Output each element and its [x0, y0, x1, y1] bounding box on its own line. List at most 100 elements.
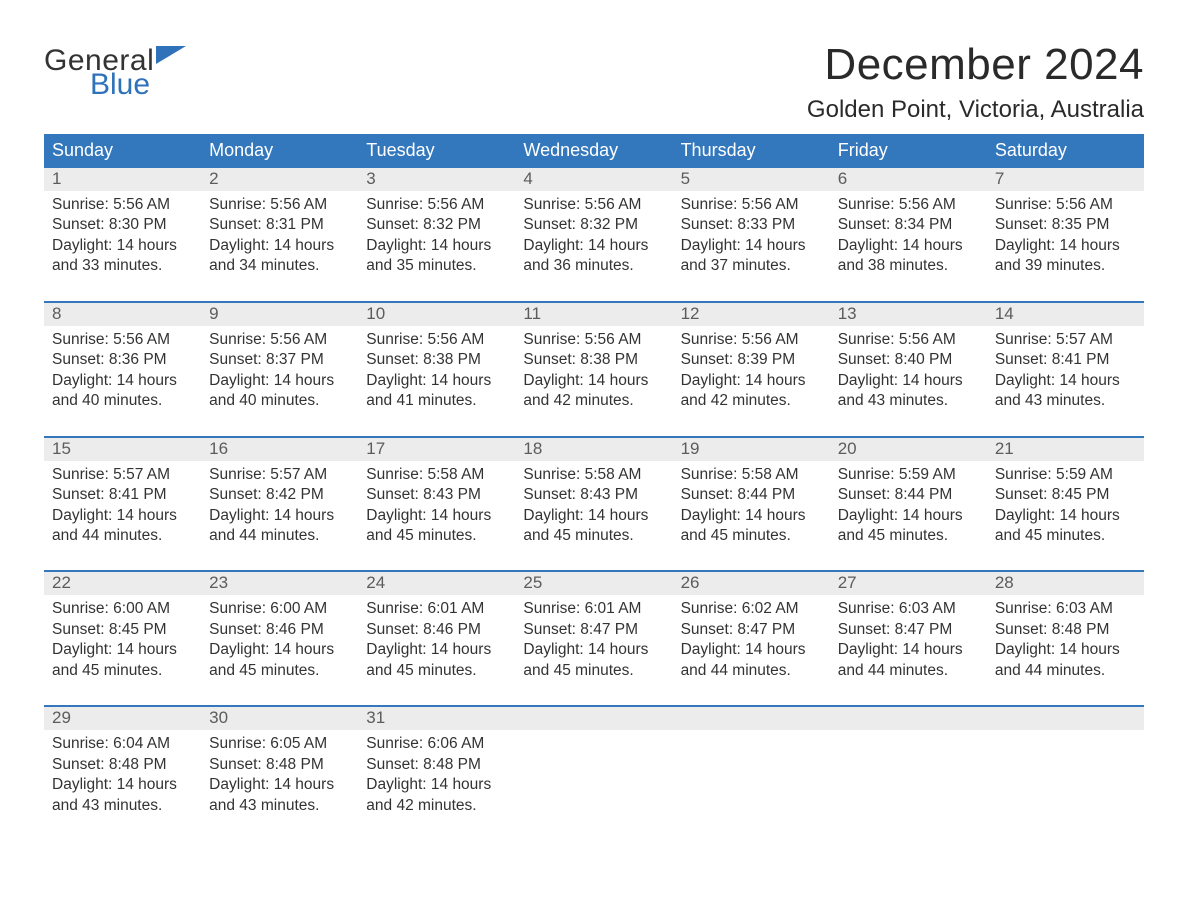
day-details: Sunrise: 5:57 AMSunset: 8:41 PMDaylight:…: [52, 461, 193, 553]
day-number: 4: [523, 169, 532, 188]
day-details: Sunrise: 5:56 AMSunset: 8:35 PMDaylight:…: [995, 191, 1136, 283]
sunset-line: Sunset: 8:42 PM: [209, 485, 350, 505]
day-number-row: 21: [987, 438, 1144, 461]
day-number: 7: [995, 169, 1004, 188]
day-details: Sunrise: 5:56 AMSunset: 8:37 PMDaylight:…: [209, 326, 350, 418]
calendar-day: 16 Sunrise: 5:57 AMSunset: 8:42 PMDayligh…: [201, 438, 358, 553]
day-number: 28: [995, 573, 1014, 592]
sunset-line: Sunset: 8:39 PM: [681, 350, 822, 370]
calendar-day: 11Sunrise: 5:56 AMSunset: 8:38 PMDayligh…: [515, 303, 672, 418]
day-number: 30: [209, 708, 228, 727]
day-number: 19: [681, 439, 700, 458]
sunrise-line: Sunrise: 5:56 AM: [523, 195, 664, 215]
calendar-page: General Blue December 2024 Golden Point,…: [0, 0, 1188, 862]
calendar-day: 30Sunrise: 6:05 AMSunset: 8:48 PMDayligh…: [201, 707, 358, 822]
calendar-day: 2Sunrise: 5:56 AMSunset: 8:31 PMDaylight…: [201, 168, 358, 283]
day-details: Sunrise: 6:00 AMSunset: 8:46 PMDaylight:…: [209, 595, 350, 687]
sunrise-line: Sunrise: 5:56 AM: [366, 330, 507, 350]
weekday-header-row: SundayMondayTuesdayWednesdayThursdayFrid…: [44, 134, 1144, 168]
day-number: 24: [366, 573, 385, 592]
sunset-line: Sunset: 8:37 PM: [209, 350, 350, 370]
calendar-day: 31 Sunrise: 6:06 AMSunset: 8:48 PMDayligh…: [358, 707, 515, 822]
daylight-line: Daylight: 14 hours and 42 minutes.: [366, 775, 507, 816]
day-details: Sunrise: 5:56 AMSunset: 8:30 PMDaylight:…: [52, 191, 193, 283]
day-number-row: 11: [515, 303, 672, 326]
day-number: 25: [523, 573, 542, 592]
daylight-line: Daylight: 14 hours and 45 minutes.: [366, 506, 507, 547]
sunset-line: Sunset: 8:41 PM: [52, 485, 193, 505]
sunset-line: Sunset: 8:47 PM: [838, 620, 979, 640]
day-details: Sunrise: 5:57 AMSunset: 8:42 PMDaylight:…: [209, 461, 350, 553]
sunrise-line: Sunrise: 5:56 AM: [52, 195, 193, 215]
calendar-day: 21Sunrise: 5:59 AMSunset: 8:45 PMDayligh…: [987, 438, 1144, 553]
day-number-row: 1: [44, 168, 201, 191]
calendar-day: 8Sunrise: 5:56 AMSunset: 8:36 PMDaylight…: [44, 303, 201, 418]
calendar-day: 1Sunrise: 5:56 AMSunset: 8:30 PMDaylight…: [44, 168, 201, 283]
sunset-line: Sunset: 8:46 PM: [209, 620, 350, 640]
sunset-line: Sunset: 8:38 PM: [366, 350, 507, 370]
day-number-row: 13: [830, 303, 987, 326]
sunrise-line: Sunrise: 5:56 AM: [523, 330, 664, 350]
sunset-line: Sunset: 8:36 PM: [52, 350, 193, 370]
daylight-line: Daylight: 14 hours and 45 minutes.: [523, 640, 664, 681]
calendar-day: 10 Sunrise: 5:56 AMSunset: 8:38 PMDayligh…: [358, 303, 515, 418]
calendar-day-empty: [515, 707, 672, 822]
sunrise-line: Sunrise: 5:56 AM: [209, 330, 350, 350]
calendar-day: 5Sunrise: 5:56 AMSunset: 8:33 PMDaylight…: [673, 168, 830, 283]
day-number-row: 29: [44, 707, 201, 730]
day-details: Sunrise: 6:06 AMSunset: 8:48 PMDaylight:…: [366, 730, 507, 822]
day-number-row: 3: [358, 168, 515, 191]
day-number: 13: [838, 304, 857, 323]
header-row: General Blue December 2024 Golden Point,…: [44, 40, 1144, 124]
day-number: 16: [209, 439, 228, 458]
day-number-row: [987, 707, 1144, 730]
day-number-row: [673, 707, 830, 730]
sunset-line: Sunset: 8:32 PM: [366, 215, 507, 235]
daylight-line: Daylight: 14 hours and 45 minutes.: [366, 640, 507, 681]
sunrise-line: Sunrise: 6:05 AM: [209, 734, 350, 754]
day-number: 10: [366, 304, 385, 323]
day-number-row: 10: [358, 303, 515, 326]
day-number: 31: [366, 708, 385, 727]
day-number: 9: [209, 304, 218, 323]
flag-icon: [156, 40, 186, 70]
daylight-line: Daylight: 14 hours and 43 minutes.: [995, 371, 1136, 412]
day-details: Sunrise: 5:56 AMSunset: 8:38 PMDaylight:…: [366, 326, 507, 418]
calendar-week: 8 Sunrise: 5:56 AM Sunset: 8:36 PM Daylight…: [44, 301, 1144, 418]
sunrise-line: Sunrise: 6:04 AM: [52, 734, 193, 754]
daylight-line: Daylight: 14 hours and 44 minutes.: [209, 506, 350, 547]
sunrise-line: Sunrise: 5:59 AM: [995, 465, 1136, 485]
sunset-line: Sunset: 8:46 PM: [366, 620, 507, 640]
daylight-line: Daylight: 14 hours and 41 minutes.: [366, 371, 507, 412]
day-number-row: 28: [987, 572, 1144, 595]
sunrise-line: Sunrise: 5:57 AM: [995, 330, 1136, 350]
sunset-line: Sunset: 8:48 PM: [995, 620, 1136, 640]
calendar-day: 23Sunrise: 6:00 AMSunset: 8:46 PMDayligh…: [201, 572, 358, 687]
day-details: Sunrise: 5:56 AMSunset: 8:34 PMDaylight:…: [838, 191, 979, 283]
calendar-day: 18Sunrise: 5:58 AMSunset: 8:43 PMDayligh…: [515, 438, 672, 553]
daylight-line: Daylight: 14 hours and 44 minutes.: [838, 640, 979, 681]
daylight-line: Daylight: 14 hours and 35 minutes.: [366, 236, 507, 277]
sunrise-line: Sunrise: 6:00 AM: [52, 599, 193, 619]
daylight-line: Daylight: 14 hours and 43 minutes.: [209, 775, 350, 816]
calendar-day: 17Sunrise: 5:58 AMSunset: 8:43 PMDayligh…: [358, 438, 515, 553]
day-details: Sunrise: 5:56 AMSunset: 8:39 PMDaylight:…: [681, 326, 822, 418]
sunset-line: Sunset: 8:40 PM: [838, 350, 979, 370]
calendar-day: 28Sunrise: 6:03 AMSunset: 8:48 PMDayligh…: [987, 572, 1144, 687]
day-number-row: 20: [830, 438, 987, 461]
calendar-day-empty: [987, 707, 1144, 822]
day-number-row: 12: [673, 303, 830, 326]
day-number: 11: [523, 304, 541, 323]
calendar-day: 29Sunrise: 6:04 AMSunset: 8:48 PMDayligh…: [44, 707, 201, 822]
brand-logo: General Blue: [44, 40, 186, 100]
calendar-day: 25Sunrise: 6:01 AMSunset: 8:47 PMDayligh…: [515, 572, 672, 687]
day-number-row: 4: [515, 168, 672, 191]
day-number-row: 5: [673, 168, 830, 191]
day-number-row: 22: [44, 572, 201, 595]
day-number-row: 19: [673, 438, 830, 461]
sunset-line: Sunset: 8:47 PM: [681, 620, 822, 640]
daylight-line: Daylight: 14 hours and 42 minutes.: [681, 371, 822, 412]
calendar-day: 27Sunrise: 6:03 AMSunset: 8:47 PMDayligh…: [830, 572, 987, 687]
sunrise-line: Sunrise: 5:56 AM: [209, 195, 350, 215]
day-number: 8: [52, 304, 61, 323]
